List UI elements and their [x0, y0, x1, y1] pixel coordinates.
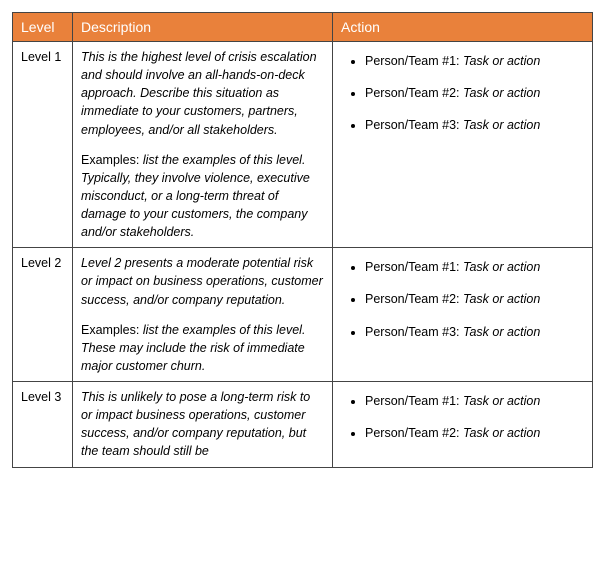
description-main: Level 2 presents a moderate potential ri…: [81, 254, 324, 308]
table-row: Level 3This is unlikely to pose a long-t…: [13, 382, 593, 468]
action-task: Task or action: [463, 426, 540, 440]
action-who: Person/Team #3:: [365, 118, 463, 132]
action-task: Task or action: [463, 325, 540, 339]
action-item: Person/Team #1: Task or action: [365, 258, 584, 276]
col-level: Level: [13, 13, 73, 42]
level-cell: Level 2: [13, 248, 73, 382]
col-action: Action: [333, 13, 593, 42]
action-item: Person/Team #3: Task or action: [365, 323, 584, 341]
table-row: Level 1This is the highest level of cris…: [13, 42, 593, 248]
action-task: Task or action: [463, 260, 540, 274]
description-main: This is the highest level of crisis esca…: [81, 48, 324, 139]
table-row: Level 2Level 2 presents a moderate poten…: [13, 248, 593, 382]
action-list: Person/Team #1: Task or actionPerson/Tea…: [341, 52, 584, 134]
description-examples: Examples: list the examples of this leve…: [81, 321, 324, 375]
description-cell: This is unlikely to pose a long-term ris…: [73, 382, 333, 468]
action-item: Person/Team #2: Task or action: [365, 84, 584, 102]
action-list: Person/Team #1: Task or actionPerson/Tea…: [341, 258, 584, 340]
action-task: Task or action: [463, 86, 540, 100]
header-row: Level Description Action: [13, 13, 593, 42]
description-cell: This is the highest level of crisis esca…: [73, 42, 333, 248]
action-task: Task or action: [463, 54, 540, 68]
description-cell: Level 2 presents a moderate potential ri…: [73, 248, 333, 382]
level-cell: Level 3: [13, 382, 73, 468]
examples-label: Examples:: [81, 323, 143, 337]
action-task: Task or action: [463, 118, 540, 132]
description-examples: Examples: list the examples of this leve…: [81, 151, 324, 242]
action-who: Person/Team #1:: [365, 54, 463, 68]
action-item: Person/Team #1: Task or action: [365, 52, 584, 70]
action-task: Task or action: [463, 394, 540, 408]
action-who: Person/Team #3:: [365, 325, 463, 339]
action-cell: Person/Team #1: Task or actionPerson/Tea…: [333, 42, 593, 248]
description-main: This is unlikely to pose a long-term ris…: [81, 388, 324, 461]
action-item: Person/Team #1: Task or action: [365, 392, 584, 410]
examples-label: Examples:: [81, 153, 143, 167]
action-who: Person/Team #1:: [365, 394, 463, 408]
action-who: Person/Team #2:: [365, 426, 463, 440]
action-item: Person/Team #2: Task or action: [365, 424, 584, 442]
crisis-levels-table: Level Description Action Level 1This is …: [12, 12, 593, 468]
action-item: Person/Team #3: Task or action: [365, 116, 584, 134]
action-cell: Person/Team #1: Task or actionPerson/Tea…: [333, 248, 593, 382]
action-item: Person/Team #2: Task or action: [365, 290, 584, 308]
col-desc: Description: [73, 13, 333, 42]
action-task: Task or action: [463, 292, 540, 306]
action-who: Person/Team #2:: [365, 292, 463, 306]
action-cell: Person/Team #1: Task or actionPerson/Tea…: [333, 382, 593, 468]
action-list: Person/Team #1: Task or actionPerson/Tea…: [341, 392, 584, 442]
action-who: Person/Team #2:: [365, 86, 463, 100]
action-who: Person/Team #1:: [365, 260, 463, 274]
level-cell: Level 1: [13, 42, 73, 248]
